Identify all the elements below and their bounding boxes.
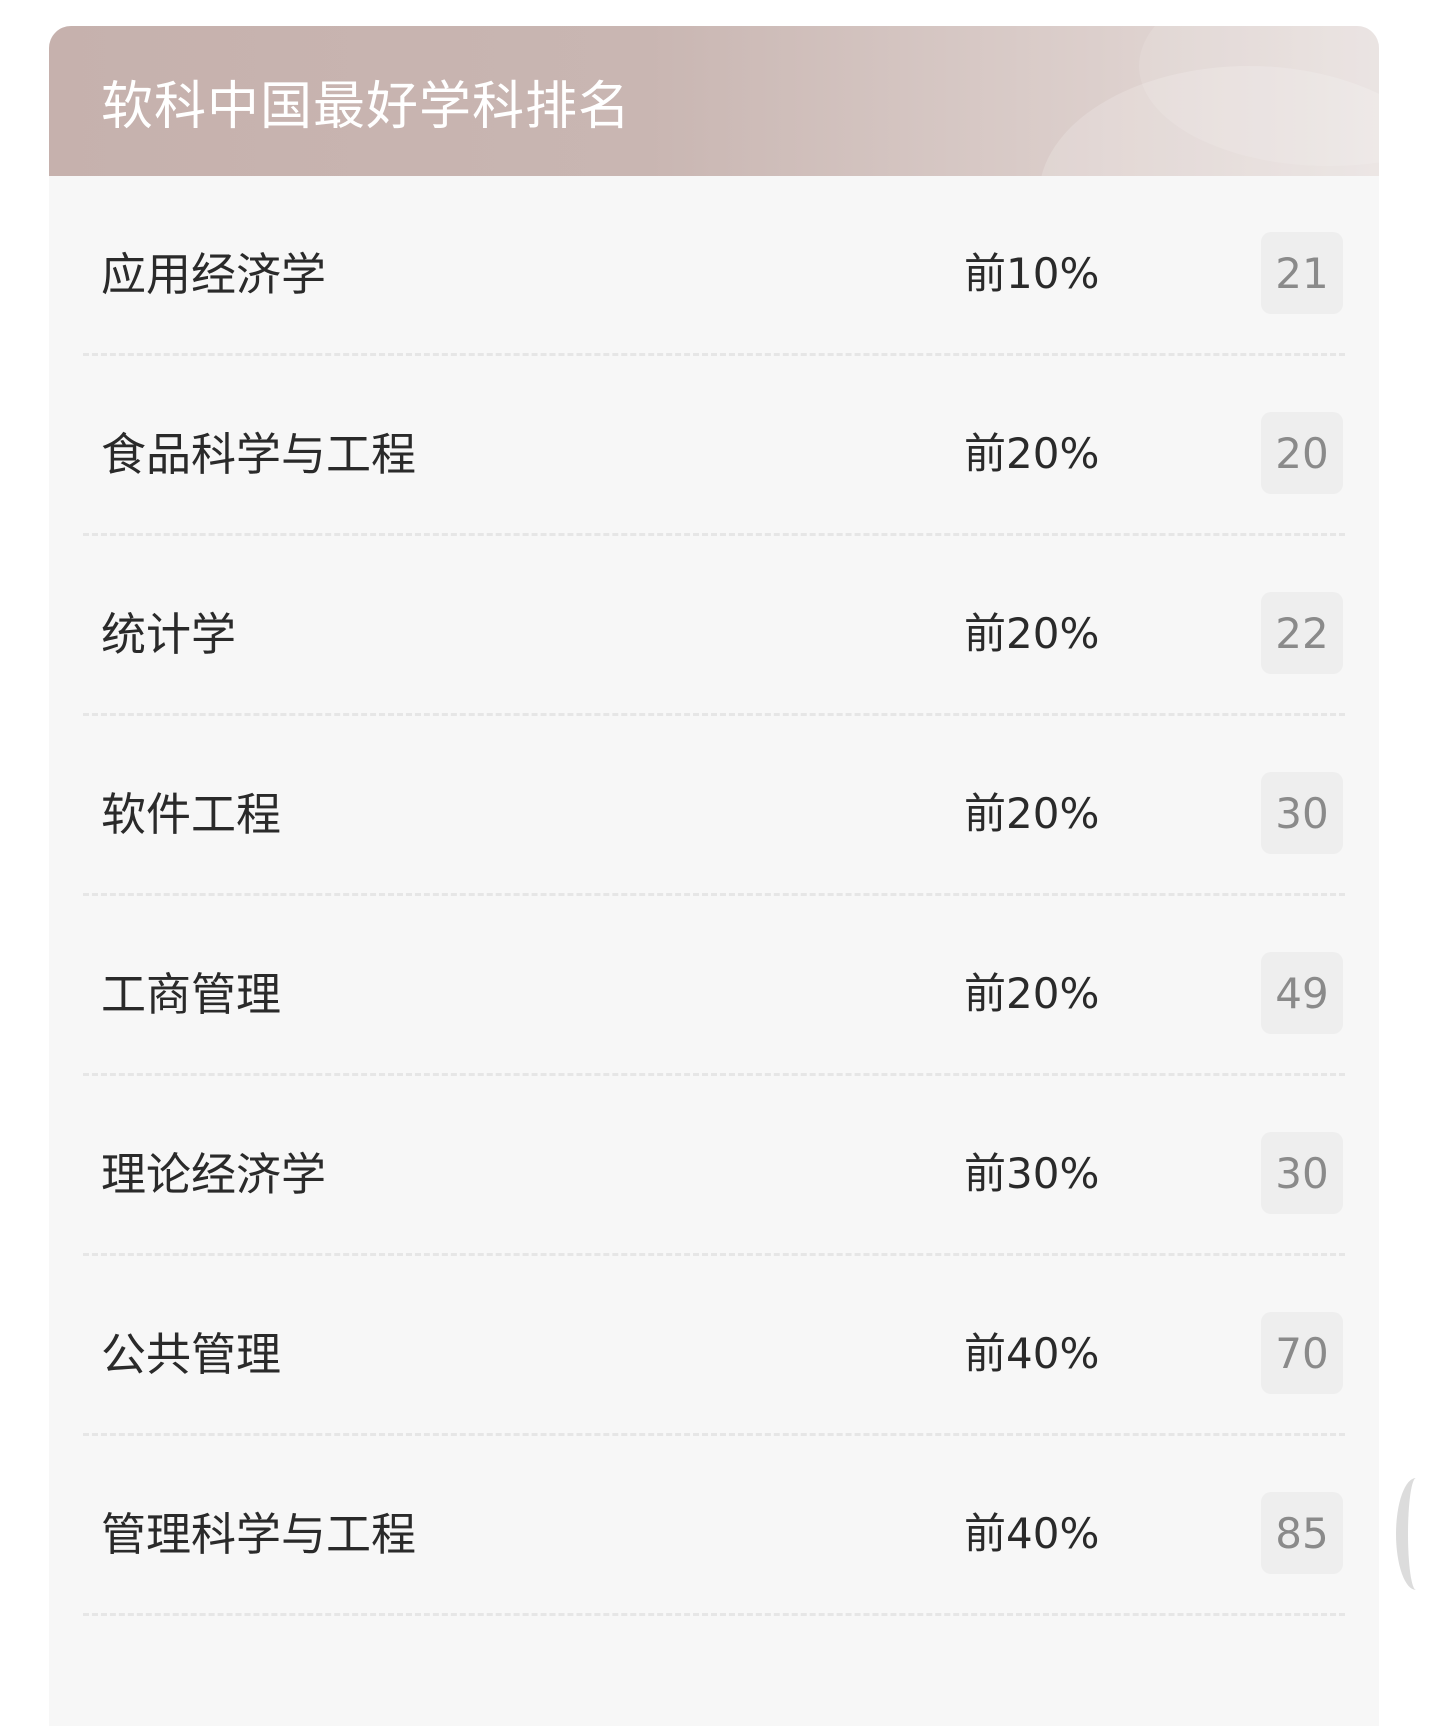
subject-tier: 前20% bbox=[964, 609, 1100, 658]
rank-badge: 49 bbox=[1261, 952, 1343, 1034]
row-divider bbox=[83, 713, 1345, 716]
card-header: 软科中国最好学科排名 bbox=[49, 26, 1379, 176]
scroll-indicator[interactable] bbox=[1396, 1478, 1436, 1590]
rank-badge: 85 bbox=[1261, 1492, 1343, 1574]
subject-tier: 前10% bbox=[964, 249, 1100, 298]
subject-tier: 前20% bbox=[964, 969, 1100, 1018]
subject-name: 统计学 bbox=[101, 608, 237, 661]
subject-row[interactable]: 公共管理 前40% 70 bbox=[49, 1256, 1379, 1436]
subject-tier: 前30% bbox=[964, 1149, 1100, 1198]
subject-row[interactable]: 管理科学与工程 前40% 85 bbox=[49, 1436, 1379, 1616]
subject-tier: 前20% bbox=[964, 789, 1100, 838]
subject-tier: 前20% bbox=[964, 429, 1100, 478]
rank-badge: 30 bbox=[1261, 1132, 1343, 1214]
subject-name: 软件工程 bbox=[101, 788, 282, 841]
subject-name: 应用经济学 bbox=[101, 248, 327, 301]
row-divider bbox=[83, 1073, 1345, 1076]
subject-name: 理论经济学 bbox=[101, 1148, 327, 1201]
subject-row[interactable]: 应用经济学 前10% 21 bbox=[49, 176, 1379, 356]
subject-tier: 前40% bbox=[964, 1329, 1100, 1378]
card-title: 软科中国最好学科排名 bbox=[101, 77, 632, 137]
rank-badge: 22 bbox=[1261, 592, 1343, 674]
ranking-card: 软科中国最好学科排名 应用经济学 前10% 21 食品科学与工程 前20% 20 统计学 前2… bbox=[49, 26, 1379, 1726]
subject-row[interactable]: 理论经济学 前30% 30 bbox=[49, 1076, 1379, 1256]
subject-name: 管理科学与工程 bbox=[101, 1508, 417, 1561]
rank-badge: 30 bbox=[1261, 772, 1343, 854]
subject-row[interactable]: 工商管理 前20% 49 bbox=[49, 896, 1379, 1076]
subject-tier: 前40% bbox=[964, 1509, 1100, 1558]
rank-badge: 20 bbox=[1261, 412, 1343, 494]
row-divider bbox=[83, 1433, 1345, 1436]
subject-name: 公共管理 bbox=[101, 1328, 282, 1381]
subject-row[interactable]: 软件工程 前20% 30 bbox=[49, 716, 1379, 896]
rank-badge: 70 bbox=[1261, 1312, 1343, 1394]
subject-row[interactable]: 食品科学与工程 前20% 20 bbox=[49, 356, 1379, 536]
subject-name: 工商管理 bbox=[101, 968, 282, 1021]
rank-badge: 21 bbox=[1261, 232, 1343, 314]
row-divider bbox=[83, 893, 1345, 896]
row-divider bbox=[83, 353, 1345, 356]
row-divider bbox=[83, 1613, 1345, 1616]
row-divider bbox=[83, 533, 1345, 536]
row-divider bbox=[83, 1253, 1345, 1256]
subject-name: 食品科学与工程 bbox=[101, 428, 417, 481]
subject-row[interactable]: 统计学 前20% 22 bbox=[49, 536, 1379, 716]
